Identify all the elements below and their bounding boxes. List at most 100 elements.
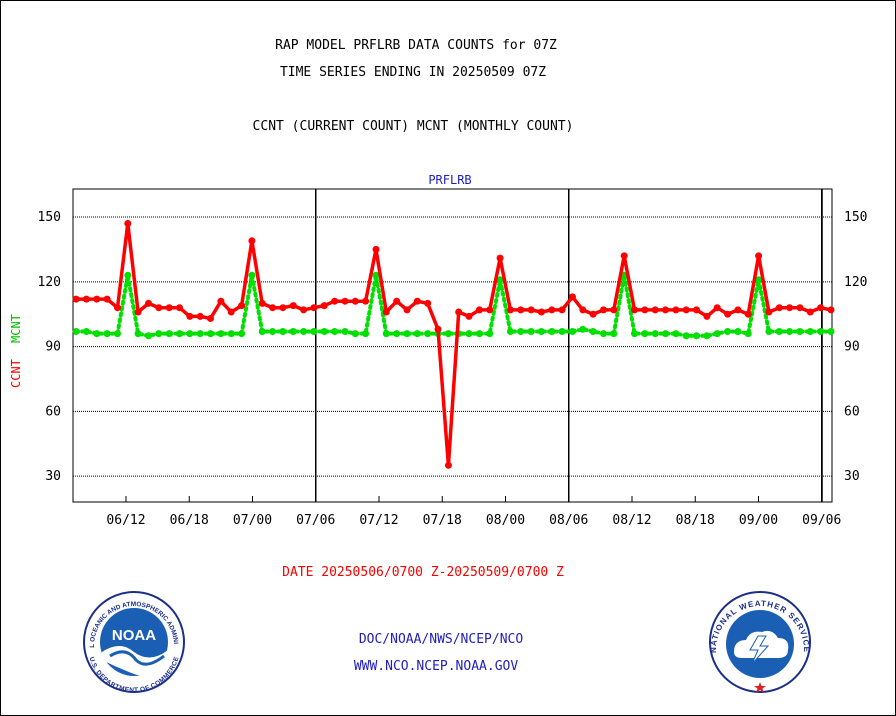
- ccnt-point: [196, 312, 204, 320]
- y-tick-label-right: 120: [844, 275, 867, 290]
- chart-title-line1: RAP MODEL PRFLRB DATA COUNTS for 07Z: [275, 38, 557, 53]
- mcnt-point: [486, 330, 494, 338]
- mcnt-point: [186, 330, 194, 338]
- ccnt-point: [217, 297, 225, 305]
- mcnt-point: [207, 330, 214, 338]
- mcnt-point: [662, 330, 669, 338]
- mcnt-point: [196, 330, 204, 338]
- ccnt-point: [289, 302, 297, 310]
- mcnt-point: [269, 328, 277, 335]
- x-tick-label: 07/00: [233, 513, 272, 528]
- ccnt-point: [165, 304, 173, 312]
- mcnt-point: [145, 332, 152, 340]
- chart-subtitle: CCNT (CURRENT COUNT) MCNT (MONTHLY COUNT…: [252, 119, 574, 134]
- mcnt-point: [713, 330, 721, 338]
- ccnt-point: [279, 304, 287, 312]
- x-tick-label: 08/18: [676, 513, 715, 528]
- x-tick-label: 06/12: [106, 513, 145, 528]
- ccnt-point: [434, 325, 442, 333]
- y-tick-label-right: 60: [844, 404, 860, 419]
- x-tick-label: 09/00: [739, 513, 778, 528]
- mcnt-point: [631, 330, 638, 338]
- mcnt-point: [817, 328, 825, 335]
- ccnt-point: [589, 310, 597, 318]
- x-tick-label: 06/18: [170, 513, 209, 528]
- mcnt-point: [600, 330, 607, 338]
- doc-noaa-link[interactable]: DOC/NOAA/NWS/NCEP/NCO: [358, 632, 524, 647]
- mcnt-point: [331, 328, 339, 335]
- ccnt-point: [682, 306, 690, 314]
- mcnt-point: [248, 271, 256, 279]
- ccnt-point: [176, 304, 183, 312]
- mcnt-point: [403, 330, 411, 338]
- mcnt-point: [72, 328, 80, 335]
- ccnt-point: [651, 306, 659, 314]
- ccnt-point: [134, 308, 142, 316]
- mcnt-point: [517, 328, 525, 335]
- y-tick-label-left: 150: [38, 210, 61, 225]
- ccnt-point: [703, 312, 711, 320]
- ccnt-point: [362, 297, 370, 305]
- ccnt-point: [765, 308, 773, 316]
- ccnt-point: [517, 306, 525, 314]
- noaa-logo: NOAA NATIONAL OCEANIC AND ATMOSPHERIC AD…: [80, 590, 185, 694]
- ccnt-point: [372, 245, 380, 253]
- x-tick-label: 08/06: [549, 513, 588, 528]
- ccnt-point: [734, 306, 742, 314]
- mcnt-point: [651, 330, 659, 338]
- mcnt-point: [806, 328, 814, 335]
- mcnt-point: [765, 328, 773, 335]
- ccnt-point: [207, 315, 214, 322]
- mcnt-point: [320, 328, 328, 335]
- ccnt-point: [600, 306, 607, 314]
- mcnt-point: [227, 330, 235, 338]
- nco-website-link[interactable]: WWW.NCO.NCEP.NOAA.GOV: [353, 659, 519, 674]
- x-tick-label: 07/06: [296, 513, 335, 528]
- ccnt-point: [713, 304, 721, 312]
- ccnt-point: [465, 312, 473, 320]
- ccnt-point: [351, 297, 359, 305]
- ccnt-point: [320, 302, 328, 310]
- mcnt-point: [786, 328, 794, 335]
- ccnt-point: [486, 306, 494, 314]
- y-tick-label-left: 120: [38, 275, 61, 290]
- mcnt-point: [124, 271, 132, 279]
- mcnt-point: [351, 330, 359, 338]
- y-tick-label-left: 30: [45, 469, 61, 484]
- mcnt-point: [796, 328, 804, 335]
- mcnt-point: [755, 276, 763, 284]
- mcnt-point: [465, 330, 473, 338]
- ccnt-point: [558, 306, 566, 314]
- ccnt-point: [258, 299, 266, 307]
- mcnt-point: [165, 330, 173, 338]
- mcnt-point: [506, 328, 514, 335]
- mcnt-point: [475, 330, 483, 338]
- ccnt-point: [72, 295, 80, 303]
- ccnt-point: [238, 302, 246, 310]
- ccnt-point: [744, 310, 752, 318]
- ccnt-point: [475, 306, 483, 314]
- ccnt-point: [269, 304, 277, 312]
- ccnt-point: [537, 308, 545, 316]
- mcnt-point: [589, 328, 597, 335]
- ccnt-point: [641, 306, 649, 314]
- mcnt-point: [496, 276, 504, 284]
- mcnt-point: [579, 325, 587, 333]
- ccnt-point: [444, 461, 452, 469]
- mcnt-point: [827, 328, 835, 335]
- mcnt-point: [569, 328, 576, 335]
- mcnt-point: [527, 328, 535, 335]
- mcnt-point: [93, 330, 101, 338]
- plot-title: PRFLRB: [428, 173, 471, 187]
- chart-title-line2: TIME SERIES ENDING IN 20250509 07Z: [279, 65, 547, 80]
- y-tick-label-right: 150: [844, 210, 867, 225]
- mcnt-point: [279, 328, 287, 335]
- mcnt-point: [610, 330, 618, 338]
- ccnt-point: [186, 312, 194, 320]
- ccnt-point: [248, 237, 256, 245]
- ccnt-point: [393, 297, 401, 305]
- ccnt-point: [724, 310, 732, 318]
- ccnt-point: [672, 306, 680, 314]
- ccnt-point: [827, 306, 835, 314]
- ccnt-point: [331, 297, 339, 305]
